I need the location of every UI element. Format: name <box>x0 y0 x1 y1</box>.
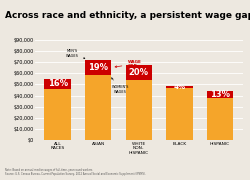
Text: 4%: 4% <box>173 84 186 90</box>
Text: Across race and ethnicity, a persistent wage gap: Across race and ethnicity, a persistent … <box>5 11 250 20</box>
Bar <box>166 88 192 140</box>
Bar <box>44 89 71 140</box>
Bar <box>44 79 71 89</box>
Text: WAGE
GAP: WAGE GAP <box>115 60 141 68</box>
Text: MEN'S
WAGES: MEN'S WAGES <box>66 49 85 59</box>
Bar <box>126 80 152 140</box>
Bar <box>207 98 233 140</box>
Bar <box>85 60 111 75</box>
Text: 16%: 16% <box>48 79 68 88</box>
Bar <box>166 86 192 88</box>
Bar <box>126 65 152 80</box>
Bar <box>85 75 111 140</box>
Bar <box>207 91 233 98</box>
Text: 19%: 19% <box>88 63 108 72</box>
Text: Note: Based on annual median wages of full-time, year-round workers.
Source: U.S: Note: Based on annual median wages of fu… <box>5 168 146 176</box>
Text: WOMEN'S
WAGES: WOMEN'S WAGES <box>112 78 129 94</box>
Text: 20%: 20% <box>129 68 149 77</box>
Text: 13%: 13% <box>210 90 230 99</box>
